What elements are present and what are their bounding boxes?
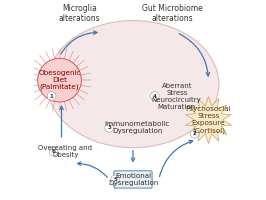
- Text: 1: 1: [50, 94, 53, 99]
- Text: Aberrant
Stress
Neurocircuitry
Maturation: Aberrant Stress Neurocircuitry Maturatio…: [152, 83, 202, 110]
- Text: 2: 2: [193, 131, 197, 136]
- Circle shape: [49, 147, 58, 156]
- Circle shape: [47, 92, 56, 100]
- Circle shape: [190, 129, 199, 138]
- Text: 5: 5: [113, 177, 117, 182]
- Text: Microglia
alterations: Microglia alterations: [59, 4, 100, 23]
- Polygon shape: [186, 96, 231, 143]
- Text: Immunometabolic
Dysregulation: Immunometabolic Dysregulation: [104, 121, 170, 134]
- Text: Emotional
Dysregulation: Emotional Dysregulation: [108, 173, 158, 186]
- Ellipse shape: [47, 21, 219, 148]
- Text: 3: 3: [107, 125, 111, 130]
- FancyBboxPatch shape: [114, 171, 152, 188]
- Circle shape: [105, 123, 114, 132]
- Text: 4: 4: [153, 94, 157, 99]
- Circle shape: [38, 58, 81, 102]
- Circle shape: [111, 175, 119, 184]
- Circle shape: [151, 92, 159, 100]
- Text: 6: 6: [52, 149, 56, 154]
- Text: Gut Microbiome
alterations: Gut Microbiome alterations: [142, 4, 203, 23]
- Text: Psychosocial
Stress
Exposure
(Cortisol): Psychosocial Stress Exposure (Cortisol): [186, 106, 231, 134]
- Text: Overeating and
Obesity: Overeating and Obesity: [39, 145, 93, 158]
- Text: Obesogenic
Diet
(Palmitate): Obesogenic Diet (Palmitate): [38, 70, 81, 90]
